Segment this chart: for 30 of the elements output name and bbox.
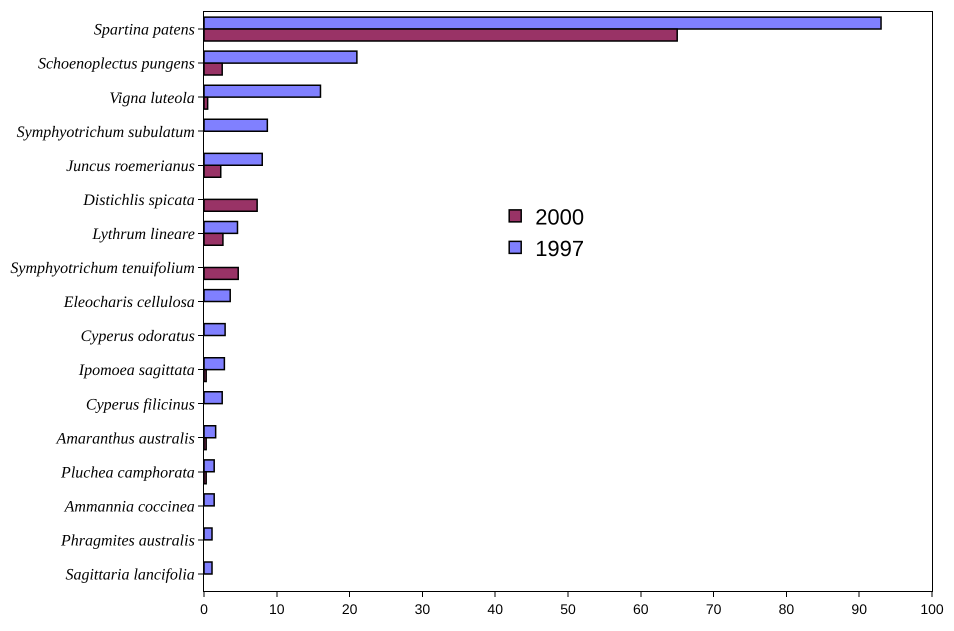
- y-tick-label: Juncus roemerianus: [66, 158, 195, 175]
- y-tick-label: Symphyotrichum tenuifolium: [10, 260, 195, 278]
- y-tick-label: Schoenoplectus pungens: [38, 56, 195, 73]
- y-tick-label: Lythrum lineare: [91, 226, 195, 243]
- x-tick-label: 50: [560, 600, 576, 617]
- y-tick-label: Symphyotrichum subulatum: [16, 124, 195, 141]
- x-tick-label: 40: [487, 600, 504, 617]
- y-tick-label: Cyperus filicinus: [86, 396, 195, 414]
- x-tick-label: 90: [851, 600, 868, 617]
- y-tick-label: Vigna luteola: [109, 90, 195, 107]
- legend-label: 2000: [535, 204, 584, 230]
- y-tick-label: Phragmites australis: [60, 532, 195, 550]
- x-tick-label: 30: [414, 600, 430, 617]
- x-tick-label: 60: [633, 600, 649, 617]
- x-tick-label: 0: [200, 600, 208, 617]
- x-tick-label: 80: [778, 600, 794, 617]
- y-tick-label: Distichlis spicata: [82, 192, 195, 209]
- x-tick-label: 100: [920, 600, 944, 617]
- x-tick-label: 10: [269, 600, 285, 617]
- y-tick-label: Cyperus odoratus: [80, 328, 195, 346]
- y-tick-label: Eleocharis cellulosa: [62, 294, 195, 312]
- y-tick-label: Ammannia coccinea: [64, 498, 195, 516]
- y-tick-label: Pluchea camphorata: [60, 464, 195, 482]
- legend-label: 1997: [535, 236, 584, 261]
- x-tick-label: 70: [706, 600, 722, 617]
- y-tick-label: Amaranthus australis: [56, 430, 195, 448]
- y-tick-label: Ipomoea sagittata: [78, 362, 195, 380]
- x-tick-label: 20: [342, 600, 358, 617]
- y-tick-label: Spartina patens: [94, 22, 195, 39]
- y-tick-label: Sagittaria lancifolia: [65, 566, 195, 584]
